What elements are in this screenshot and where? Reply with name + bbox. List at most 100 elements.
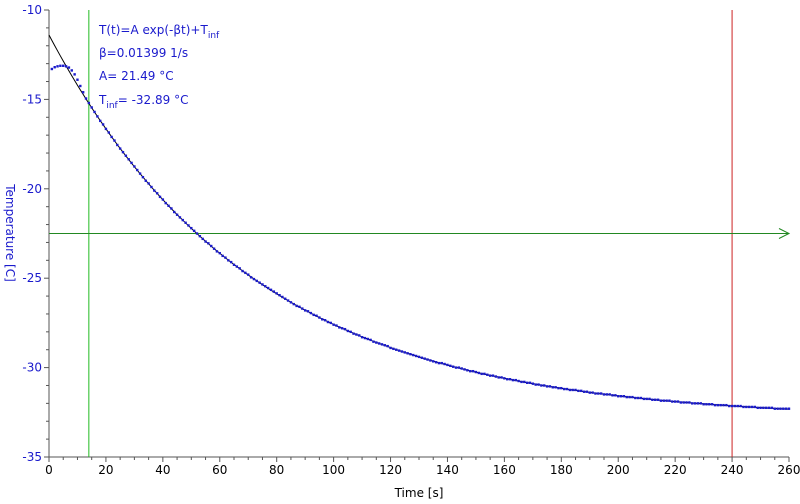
data-point [315, 314, 318, 317]
data-point [412, 353, 415, 357]
data-point [574, 388, 577, 392]
data-point [372, 340, 375, 343]
data-point [551, 386, 554, 389]
data-point [303, 309, 307, 312]
data-point [272, 290, 276, 293]
data-point [318, 316, 321, 319]
data-point [548, 385, 552, 388]
data-point [432, 360, 435, 363]
data-point [312, 313, 315, 317]
data-point [286, 299, 290, 302]
data-point [397, 349, 401, 352]
data-point [679, 401, 683, 404]
data-point [352, 332, 355, 335]
y-tick-label: -10 [22, 3, 42, 17]
data-point [767, 406, 771, 410]
data-point [537, 383, 540, 386]
data-point [580, 389, 583, 393]
data-point [776, 407, 779, 410]
data-point [395, 348, 398, 351]
data-point [486, 373, 489, 376]
data-point [745, 405, 748, 409]
data-point [543, 384, 546, 387]
data-point [218, 251, 221, 255]
data-point [423, 357, 426, 360]
data-point [107, 131, 110, 134]
data-point [355, 333, 358, 336]
data-point [545, 385, 549, 388]
data-point [326, 320, 330, 324]
data-point [466, 369, 469, 372]
data-point [588, 391, 591, 394]
data-point [93, 110, 96, 114]
data-point [96, 115, 99, 118]
data-point [611, 394, 614, 397]
data-point [349, 330, 352, 334]
data-point [386, 344, 389, 348]
y-tick-label: -35 [22, 450, 42, 464]
data-point [631, 395, 634, 399]
data-point [520, 380, 523, 384]
data-point [622, 395, 626, 398]
data-point [773, 407, 776, 410]
data-point [651, 398, 654, 401]
data-point [133, 165, 136, 168]
data-point [275, 292, 278, 295]
data-point [705, 403, 708, 406]
data-point [261, 283, 264, 286]
data-point [710, 403, 714, 406]
data-point [645, 397, 648, 401]
data-point [210, 244, 213, 248]
data-point [332, 323, 335, 326]
x-tick-label: 60 [212, 463, 227, 477]
data-point [571, 388, 574, 392]
x-tick-label: 220 [664, 463, 687, 477]
data-point [167, 204, 170, 207]
data-point [449, 364, 452, 368]
data-point [377, 342, 381, 345]
data-point [247, 273, 250, 276]
data-point [451, 365, 455, 368]
data-point [665, 399, 668, 402]
data-point [471, 369, 475, 373]
data-point [460, 367, 463, 370]
data-point [198, 234, 202, 238]
data-point [784, 407, 788, 410]
x-axis-ticks: 0 20 40 60 80 100 120 140 160 180 200 220 240 260 [45, 457, 800, 477]
data-point [409, 352, 412, 356]
data-point [309, 311, 313, 315]
data-point [765, 406, 768, 410]
data-point [676, 400, 680, 403]
data-point [708, 403, 711, 406]
data-point [594, 392, 597, 395]
x-tick-label: 40 [155, 463, 170, 477]
data-point [406, 352, 409, 355]
data-point [497, 376, 500, 379]
data-point [469, 369, 472, 373]
data-point [682, 401, 685, 404]
data-point [323, 319, 327, 322]
data-point [343, 327, 347, 331]
data-point [693, 402, 697, 405]
marker-lines [49, 10, 791, 457]
data-point [628, 395, 631, 399]
x-tick-label: 120 [379, 463, 402, 477]
x-tick-label: 80 [269, 463, 284, 477]
data-point [150, 185, 153, 189]
data-point [454, 366, 458, 369]
data-point [619, 395, 623, 398]
data-point [369, 338, 372, 342]
data-point [255, 279, 258, 283]
data-point [696, 402, 700, 405]
data-point [144, 179, 147, 182]
data-point [599, 392, 603, 395]
data-point [531, 382, 535, 385]
data-point [380, 343, 384, 346]
data-point [742, 405, 745, 409]
data-point [503, 377, 506, 380]
data-point [639, 396, 643, 400]
data-point [488, 374, 492, 377]
data-point [577, 389, 580, 393]
data-point [244, 271, 247, 275]
